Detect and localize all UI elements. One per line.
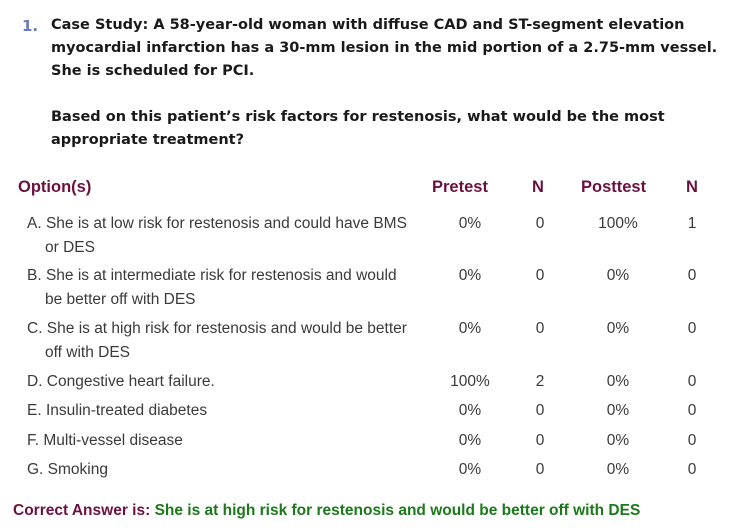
pretest-n-value: 0 (535, 215, 545, 232)
option-text: D. Congestive heart failure. (27, 370, 427, 394)
posttest-value: 0% (606, 402, 630, 419)
pretest-value: 0% (458, 215, 482, 232)
header-posttest: Posttest (581, 178, 647, 196)
pretest-n-value: 0 (535, 320, 545, 337)
posttest-value: 0% (606, 432, 630, 449)
posttest-value: 100% (598, 215, 638, 232)
posttest-n-value: 1 (687, 215, 697, 232)
correct-answer-label: Correct Answer is: (13, 502, 151, 519)
correct-answer: Correct Answer is: She is at high risk f… (13, 502, 640, 520)
posttest-value: 0% (606, 320, 630, 337)
option-line: B. She is at intermediate risk for reste… (27, 267, 397, 284)
pretest-n-value: 2 (535, 373, 545, 390)
case-line: myocardial infarction has a 30-mm lesion… (51, 40, 718, 56)
question-prompt: Based on this patient’s risk factors for… (51, 106, 722, 152)
header-pretest-n: N (532, 178, 544, 196)
option-line: C. She is at high risk for restenosis an… (27, 320, 407, 337)
pretest-value: 100% (450, 373, 490, 390)
question-block: 1. Case Study: A 58-year-old woman with … (22, 14, 722, 152)
option-line: A. She is at low risk for restenosis and… (27, 215, 407, 232)
pretest-n-value: 0 (535, 432, 545, 449)
option-text: B. She is at intermediate risk for reste… (27, 264, 427, 312)
posttest-n-value: 0 (687, 432, 697, 449)
question-number: 1. (22, 17, 39, 35)
pretest-value: 0% (458, 320, 482, 337)
pretest-n-value: 0 (535, 461, 545, 478)
option-text: G. Smoking (27, 458, 427, 482)
case-line: She is scheduled for PCI. (51, 63, 255, 79)
pretest-n-value: 0 (535, 267, 545, 284)
option-text: A. She is at low risk for restenosis and… (27, 212, 427, 260)
posttest-n-value: 0 (687, 461, 697, 478)
posttest-n-value: 0 (687, 267, 697, 284)
header-pretest: Pretest (432, 178, 488, 196)
option-line-continued: be better off with DES (45, 291, 196, 308)
header-options: Option(s) (18, 178, 92, 196)
posttest-n-value: 0 (687, 402, 697, 419)
option-line-continued: or DES (45, 239, 95, 256)
option-line: D. Congestive heart failure. (27, 373, 215, 390)
case-line: Case Study: A 58-year-old woman with dif… (51, 17, 685, 33)
option-line: G. Smoking (27, 461, 108, 478)
posttest-n-value: 0 (687, 320, 697, 337)
posttest-value: 0% (606, 461, 630, 478)
option-line: F. Multi-vessel disease (27, 432, 183, 449)
correct-answer-value: She is at high risk for restenosis and w… (154, 502, 641, 519)
posttest-n-value: 0 (687, 373, 697, 390)
posttest-value: 0% (606, 373, 630, 390)
prompt-line: appropriate treatment? (51, 132, 244, 148)
pretest-value: 0% (458, 402, 482, 419)
pretest-value: 0% (458, 432, 482, 449)
option-text: F. Multi-vessel disease (27, 429, 427, 453)
option-text: C. She is at high risk for restenosis an… (27, 317, 427, 365)
prompt-line: Based on this patient’s risk factors for… (51, 109, 665, 125)
pretest-value: 0% (458, 461, 482, 478)
case-study-text: Case Study: A 58-year-old woman with dif… (51, 14, 722, 152)
posttest-value: 0% (606, 267, 630, 284)
pretest-n-value: 0 (535, 402, 545, 419)
option-line-continued: off with DES (45, 344, 131, 361)
option-line: E. Insulin-treated diabetes (27, 402, 208, 419)
header-posttest-n: N (686, 178, 698, 196)
option-text: E. Insulin-treated diabetes (27, 399, 427, 423)
pretest-value: 0% (458, 267, 482, 284)
